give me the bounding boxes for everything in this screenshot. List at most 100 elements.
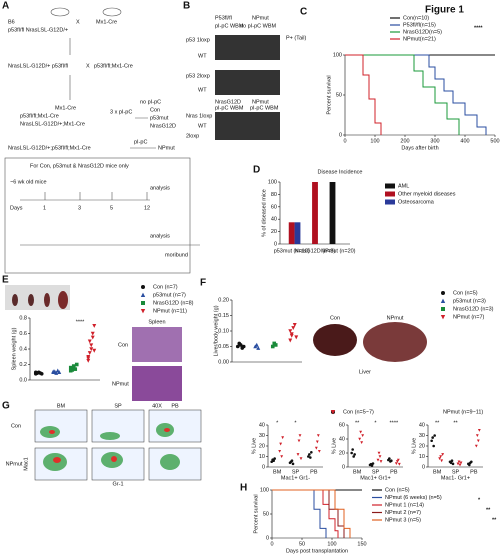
gel-label: p53 1loxp bbox=[186, 37, 210, 43]
point bbox=[310, 451, 313, 454]
point bbox=[396, 458, 400, 462]
point bbox=[314, 446, 318, 450]
legend-label: NPmut (n=9~11) bbox=[443, 409, 483, 415]
x-tick-label: 100 bbox=[370, 138, 379, 144]
y-axis-label: % Live bbox=[411, 438, 417, 455]
schematic-text: p53fl/fl NrasLSL-G12D/+ bbox=[8, 27, 68, 33]
point bbox=[256, 345, 261, 350]
point bbox=[390, 459, 393, 463]
x-tick-label: PB bbox=[310, 469, 318, 475]
point bbox=[397, 462, 401, 466]
significance: **** bbox=[390, 420, 399, 426]
gel-label: p53 2loxp bbox=[186, 73, 210, 79]
point bbox=[141, 285, 145, 289]
y-tick-label: 0.20 bbox=[218, 297, 229, 303]
point bbox=[87, 351, 92, 356]
point bbox=[430, 439, 433, 443]
point bbox=[68, 365, 73, 370]
y-axis-label: Spleen weight (g) bbox=[11, 327, 17, 370]
flow-label: NPmut bbox=[6, 461, 23, 467]
schematic-text: 5 bbox=[110, 205, 113, 211]
gel-images bbox=[215, 35, 280, 140]
significance: ** bbox=[453, 420, 458, 426]
point bbox=[39, 372, 44, 376]
schematic-text: 1 bbox=[43, 205, 46, 211]
point bbox=[330, 410, 336, 415]
significance: * bbox=[294, 420, 297, 426]
legend-label: p53mut (n=7) bbox=[153, 292, 186, 298]
point bbox=[273, 457, 276, 460]
y-tick-label: 0.10 bbox=[218, 328, 229, 334]
schematic-text: pI-pC bbox=[134, 139, 147, 145]
legend-label: P53fl/fl(n=15) bbox=[403, 22, 436, 28]
legend-label: Osteosarcoma bbox=[398, 199, 435, 205]
schematic-text: p53mut bbox=[150, 115, 169, 121]
point bbox=[86, 356, 91, 361]
point bbox=[359, 430, 363, 434]
point bbox=[254, 342, 259, 347]
y-tick-label: 20 bbox=[271, 229, 277, 235]
point bbox=[474, 444, 478, 448]
chart-title: Disease Incidence bbox=[318, 169, 363, 175]
flow-label: SP bbox=[114, 403, 122, 409]
point bbox=[291, 462, 295, 466]
point bbox=[309, 456, 312, 459]
schematic-text: NrasLSL-G12D/+;p53fl/fl;Mx1-Cre bbox=[8, 145, 91, 151]
point bbox=[351, 448, 354, 451]
point bbox=[477, 428, 481, 432]
point bbox=[292, 323, 297, 327]
y-tick-label: 0 bbox=[266, 535, 269, 541]
x-tick-label: 300 bbox=[430, 138, 439, 144]
point bbox=[92, 348, 97, 353]
x-tick-label: BM bbox=[353, 469, 362, 475]
y-tick-label: 0 bbox=[262, 464, 265, 470]
significance: * bbox=[478, 497, 481, 503]
gel-label: 2loxp bbox=[186, 133, 199, 139]
legend-swatch bbox=[385, 183, 395, 189]
y-axis-label: % of diseased mice bbox=[261, 189, 267, 237]
point bbox=[289, 333, 294, 338]
schematic-text: NrasG12D bbox=[150, 123, 176, 129]
point bbox=[141, 301, 145, 305]
panel-label: G bbox=[2, 401, 10, 412]
y-tick-label: 0 bbox=[422, 464, 425, 470]
figure-title: Figure 1 bbox=[425, 5, 464, 16]
point bbox=[352, 455, 355, 458]
panel-label: B bbox=[183, 1, 190, 12]
point bbox=[297, 439, 301, 443]
point bbox=[290, 459, 294, 463]
point bbox=[377, 451, 381, 455]
y-tick-label: 0.8 bbox=[19, 315, 27, 321]
image-label: 40X bbox=[152, 403, 162, 409]
legend-label: NPmut (n=11) bbox=[153, 308, 187, 314]
point bbox=[291, 326, 296, 331]
point bbox=[296, 453, 300, 456]
gel-label: WT bbox=[198, 53, 207, 59]
schematic-text: NrasLSL-G12D/+;Mx1-Cre bbox=[20, 121, 85, 127]
schematic-text: B6 bbox=[8, 19, 15, 25]
point bbox=[441, 453, 445, 456]
y-tick-label: 100 bbox=[260, 487, 269, 493]
panel-label: A bbox=[2, 1, 9, 12]
image-title: Spleen bbox=[148, 319, 165, 325]
x-tick-label: p53mut (n=10) bbox=[274, 248, 310, 254]
x-tick-label: SP bbox=[292, 469, 300, 475]
point bbox=[71, 364, 76, 368]
x-tick-label: SP bbox=[452, 469, 460, 475]
gel-label: pI-pC WBM bbox=[250, 105, 279, 111]
legend-label: NPmut 1 (n=14) bbox=[385, 502, 424, 508]
point bbox=[468, 463, 471, 467]
gel-label: no pI-pC WBM bbox=[240, 23, 276, 29]
point bbox=[86, 358, 91, 363]
y-tick-label: 100 bbox=[333, 52, 342, 58]
legend-label: Con (n=5) bbox=[385, 487, 410, 493]
legend-label: NPmut(n=21) bbox=[403, 36, 436, 42]
panel-label: D bbox=[253, 165, 260, 176]
schematic-text: no pI-pC bbox=[140, 99, 161, 105]
y-tick-label: 10 bbox=[419, 454, 425, 460]
point bbox=[449, 461, 453, 465]
point bbox=[71, 366, 76, 371]
legend-label: Con (n=5) bbox=[453, 290, 478, 296]
schematic-text: Con bbox=[150, 107, 160, 113]
point bbox=[353, 453, 356, 456]
